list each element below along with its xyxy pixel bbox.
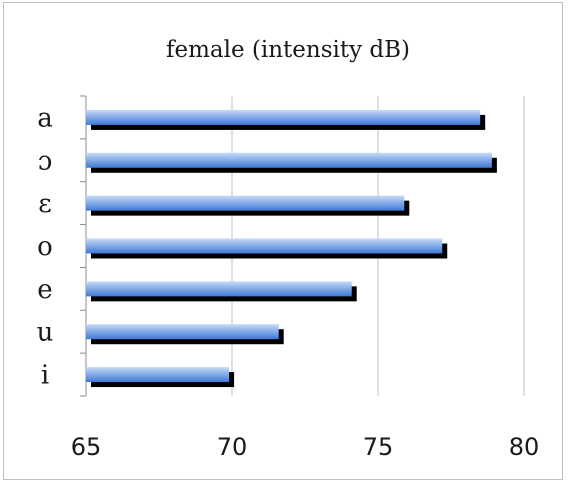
bar-6 xyxy=(86,324,279,340)
axes xyxy=(80,95,87,397)
bar-1 xyxy=(86,109,481,125)
x-tick-label: 80 xyxy=(509,433,540,461)
y-tick-label: i xyxy=(41,361,49,391)
y-tick-label: u xyxy=(37,318,54,348)
y-tick-label: ɛ xyxy=(38,189,51,219)
bar-2 xyxy=(86,152,492,168)
bar-3 xyxy=(86,195,405,211)
chart-title: female (intensity dB) xyxy=(166,37,410,63)
x-tick-label: 75 xyxy=(363,433,394,461)
y-tick-label: e xyxy=(37,275,52,305)
x-tick-labels: 65 70 75 80 xyxy=(71,433,540,461)
x-tick-label: 70 xyxy=(217,433,248,461)
y-tick-label: ɔ xyxy=(38,146,53,176)
bars xyxy=(86,109,497,388)
y-tick-label: o xyxy=(37,232,53,262)
bar-5 xyxy=(86,281,352,297)
x-tick-label: 65 xyxy=(71,433,102,461)
bar-7 xyxy=(86,367,230,383)
bar-4 xyxy=(86,238,443,254)
y-tick-label: a xyxy=(37,103,53,133)
